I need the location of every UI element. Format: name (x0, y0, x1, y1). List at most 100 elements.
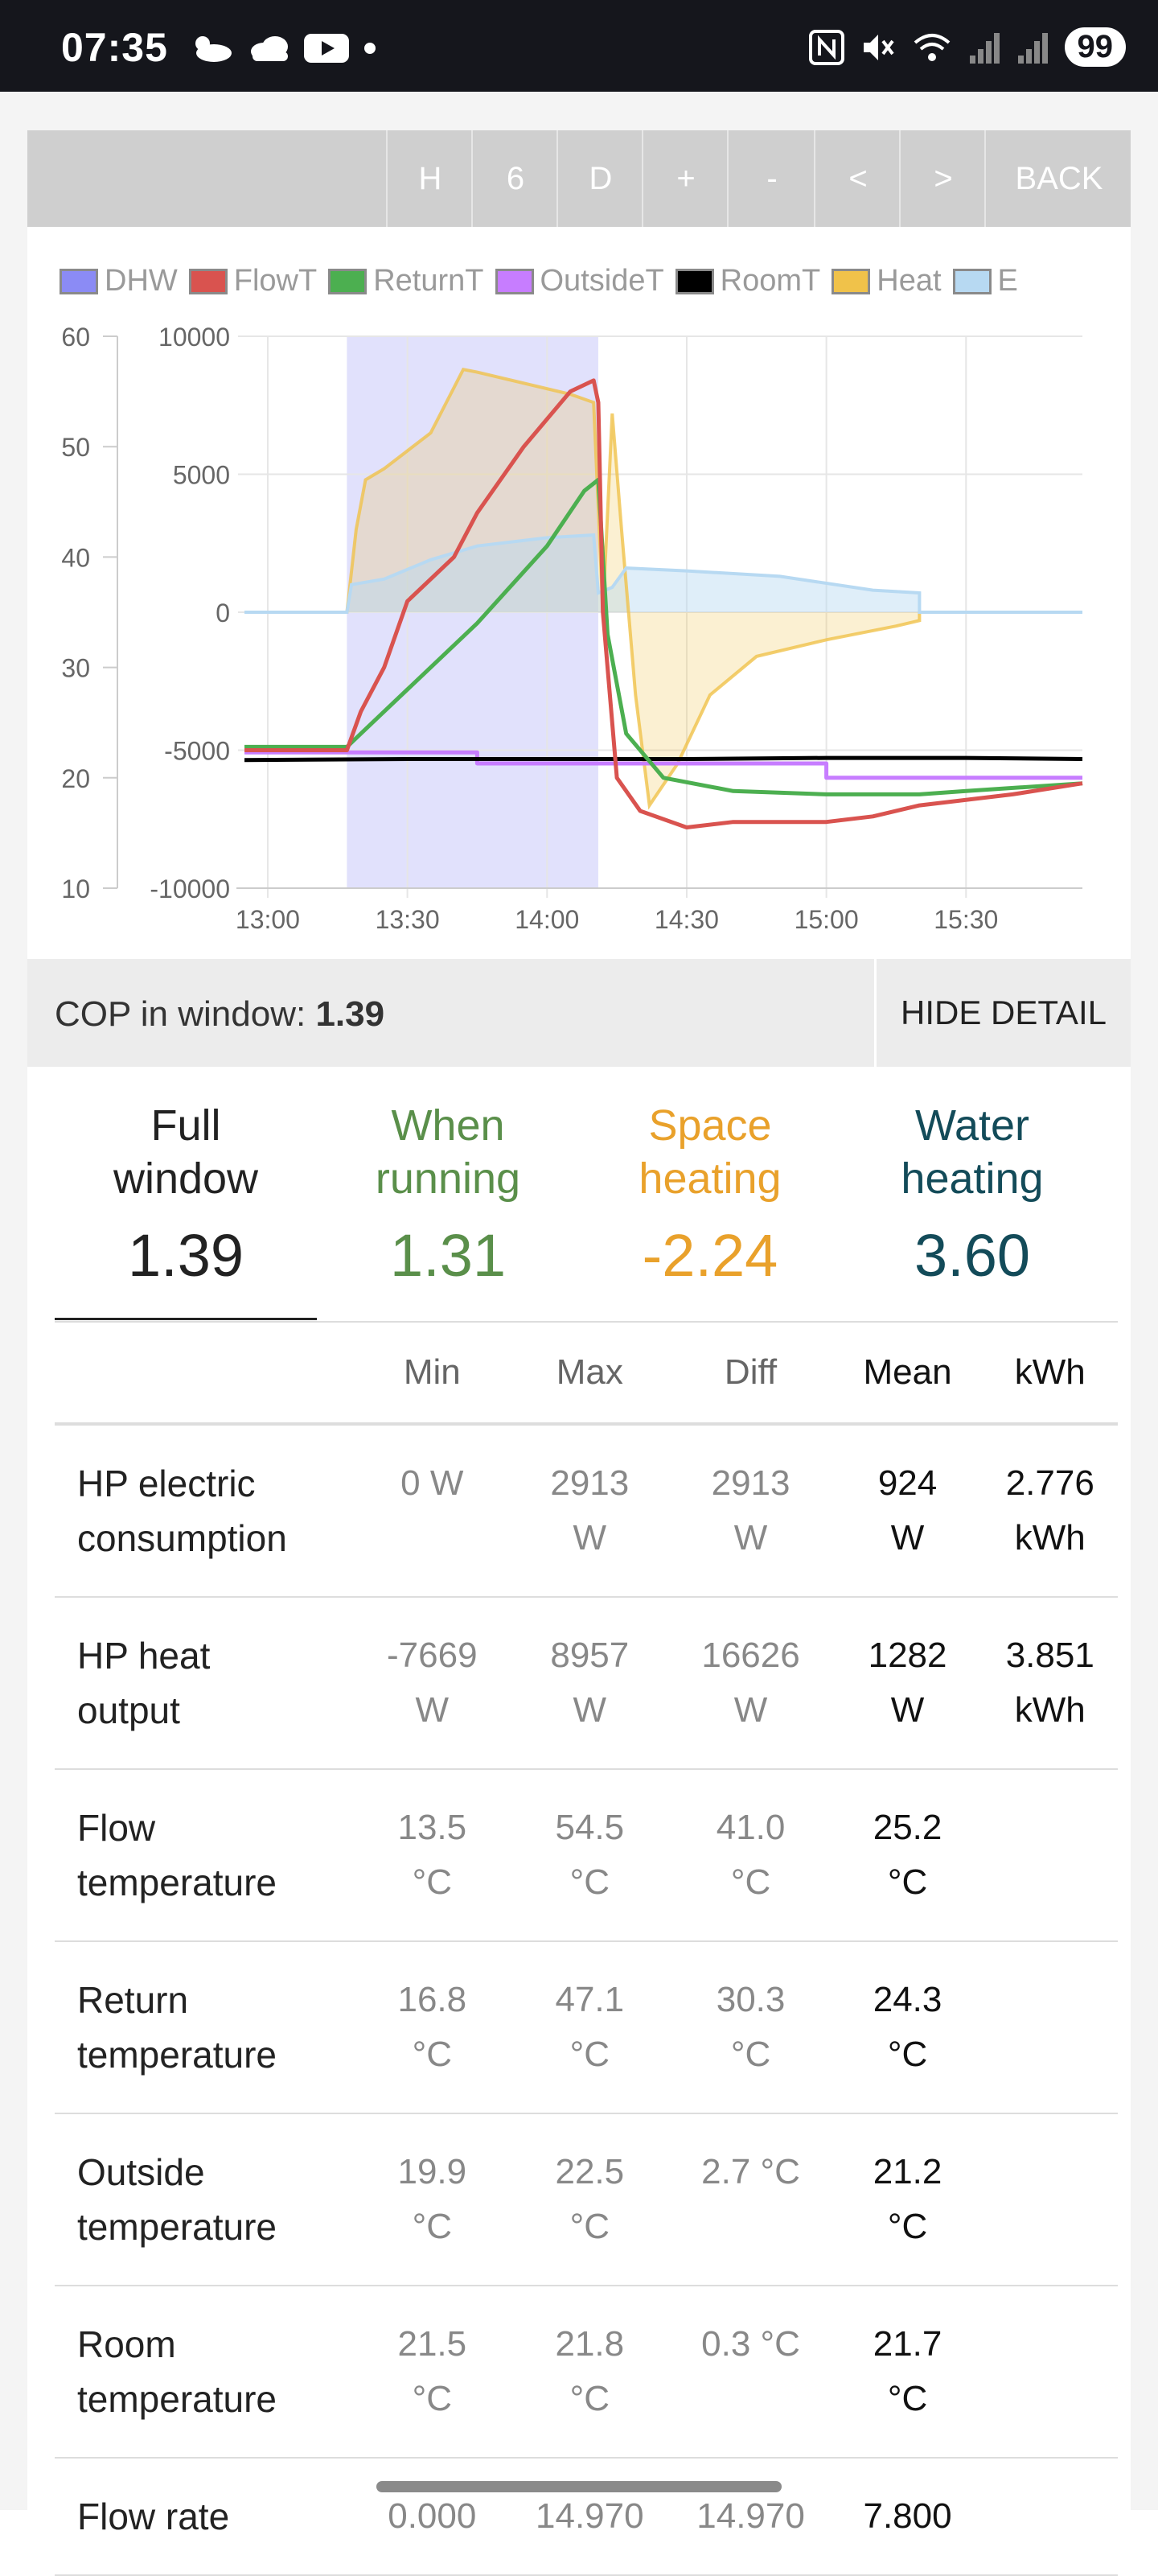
legend-item-heat[interactable]: Heat (832, 264, 942, 298)
cell-line: HP electric (77, 1463, 256, 1504)
cop-tab-label-line: Space (648, 1101, 772, 1150)
table-cell-label: Flow rate (55, 2458, 354, 2576)
cop-tab-label-line: heating (639, 1154, 782, 1203)
pan-right-button[interactable]: > (899, 130, 986, 227)
back-button[interactable]: BACK (984, 130, 1132, 227)
cell-line: °C (569, 2379, 610, 2418)
cop-tab-label: Full window (55, 1099, 317, 1205)
cell-line: temperature (77, 2206, 277, 2248)
cell-line: Return (77, 1979, 189, 2021)
hour-button[interactable]: H (386, 130, 473, 227)
active-tab-underline (55, 1318, 317, 1320)
table-row: Return temperature 16.8 °C 47.1 °C 30.3 °C 24.3 °… (55, 1941, 1118, 2114)
mute-icon (863, 34, 894, 60)
cell-line: Flow rate (77, 2496, 230, 2537)
cop-tab-3[interactable]: Water heating 3.60 (841, 1099, 1103, 1290)
y-right-tick-label: -5000 (164, 737, 230, 766)
cell-line: Room (77, 2323, 176, 2365)
cell-line: W (573, 1690, 607, 1730)
legend-item-outsidet[interactable]: OutsideT (495, 264, 664, 298)
y-right-tick-label: 10000 (158, 323, 230, 352)
electric-line (244, 533, 1082, 614)
cell-line: 2913 (550, 1463, 630, 1503)
legend-item-dhw[interactable]: DHW (60, 264, 178, 298)
cop-tab-value: 1.39 (127, 1222, 244, 1289)
cop-tab-label-line: Full (150, 1101, 221, 1150)
day-button[interactable]: D (556, 130, 643, 227)
legend-item-returnt[interactable]: ReturnT (328, 264, 484, 298)
legend-swatch (328, 268, 368, 294)
cell-line: Outside (77, 2151, 205, 2193)
x-tick-label: 14:00 (515, 905, 579, 934)
legend-swatch (188, 268, 228, 294)
pan-left-button[interactable]: < (814, 130, 901, 227)
cop-tab-label: Water heating (841, 1099, 1103, 1205)
cop-tab-value: -2.24 (642, 1222, 778, 1289)
cell-line: 1282 (868, 1636, 947, 1675)
cop-tab-label: When running (317, 1099, 579, 1205)
cell-line: 22.5 (555, 2152, 625, 2191)
table-row: Flow rate 0.000 14.970 14.970 7.800 (55, 2458, 1118, 2576)
cop-tab-value: 3.60 (914, 1222, 1031, 1289)
zoom-out-button[interactable]: - (727, 130, 815, 227)
table-cell-mean: 25.2 °C (832, 1769, 983, 1942)
chart-legend: DHW FlowT ReturnT OutsideT RoomT Heat E (60, 264, 1105, 298)
table-cell-diff: 30.3 °C (668, 1941, 833, 2114)
table-cell-diff: 41.0 °C (668, 1769, 833, 1942)
table-cell-max: 54.5 °C (511, 1769, 669, 1942)
cell-line: °C (412, 2207, 452, 2246)
table-cell-mean: 1282 W (832, 1597, 983, 1770)
legend-label: OutsideT (540, 264, 664, 298)
signal-icon (1017, 32, 1048, 64)
chart-toolbar: H 6 D + - < > BACK (27, 130, 1131, 227)
table-cell-mean: 21.7 °C (832, 2286, 983, 2459)
cell-line: 0.3 °C (701, 2324, 800, 2364)
cell-line: 41.0 (716, 1808, 786, 1847)
cell-line: Flow (77, 1807, 156, 1849)
cell-line: 54.5 (555, 1808, 625, 1847)
cell-line: output (77, 1689, 180, 1731)
series-line-roomt (244, 755, 1083, 763)
cop-tab-0[interactable]: Full window 1.39 (55, 1099, 317, 1290)
table-cell-min: 13.5 °C (353, 1769, 511, 1942)
cop-tab-1[interactable]: When running 1.31 (317, 1099, 579, 1290)
legend-item-e[interactable]: E (952, 264, 1018, 298)
cell-line: W (573, 1518, 607, 1558)
table-cell-min: 0.000 (353, 2458, 511, 2576)
table-header-min: Min (353, 1323, 511, 1426)
zoom-in-button[interactable]: + (642, 130, 729, 227)
table-cell-kwh (982, 2286, 1118, 2459)
table-cell-label: Return temperature (55, 1941, 354, 2114)
cop-tab-value: 1.31 (389, 1222, 507, 1289)
cell-line: °C (412, 1862, 452, 1902)
six-hour-button[interactable]: 6 (471, 130, 558, 227)
cell-line: 2913 (711, 1463, 790, 1503)
cell-line: °C (730, 2035, 771, 2074)
cop-tab-2[interactable]: Space heating -2.24 (579, 1099, 841, 1290)
table-cell-kwh (982, 2113, 1118, 2286)
cell-line: 8957 (550, 1636, 630, 1675)
cell-line: °C (887, 2379, 928, 2418)
cell-line: temperature (77, 2034, 277, 2076)
cell-line: temperature (77, 1862, 277, 1903)
youtube-icon (304, 34, 349, 63)
cell-line: °C (412, 2035, 452, 2074)
cell-line: 47.1 (555, 1980, 625, 2019)
y-left-tick-label: 10 (61, 874, 90, 903)
cell-line: 21.5 (397, 2324, 467, 2364)
cell-line: 13.5 (397, 1808, 467, 1847)
legend-item-flowt[interactable]: FlowT (188, 264, 317, 298)
heat-area (244, 369, 1082, 806)
x-tick-label: 13:00 (236, 905, 300, 934)
cell-line: kWh (1014, 1690, 1086, 1730)
cell-line: 25.2 (873, 1808, 942, 1847)
legend-item-roomt[interactable]: RoomT (675, 264, 820, 298)
table-cell-diff: 0.3 °C (668, 2286, 833, 2459)
table-cell-mean: 7.800 (832, 2458, 983, 2576)
cell-line: 19.9 (397, 2152, 467, 2191)
hide-detail-button[interactable]: HIDE DETAIL (874, 959, 1131, 1067)
cell-line: W (733, 1518, 768, 1558)
scroll-indicator[interactable] (376, 2481, 782, 2492)
cell-line: °C (412, 2379, 452, 2418)
